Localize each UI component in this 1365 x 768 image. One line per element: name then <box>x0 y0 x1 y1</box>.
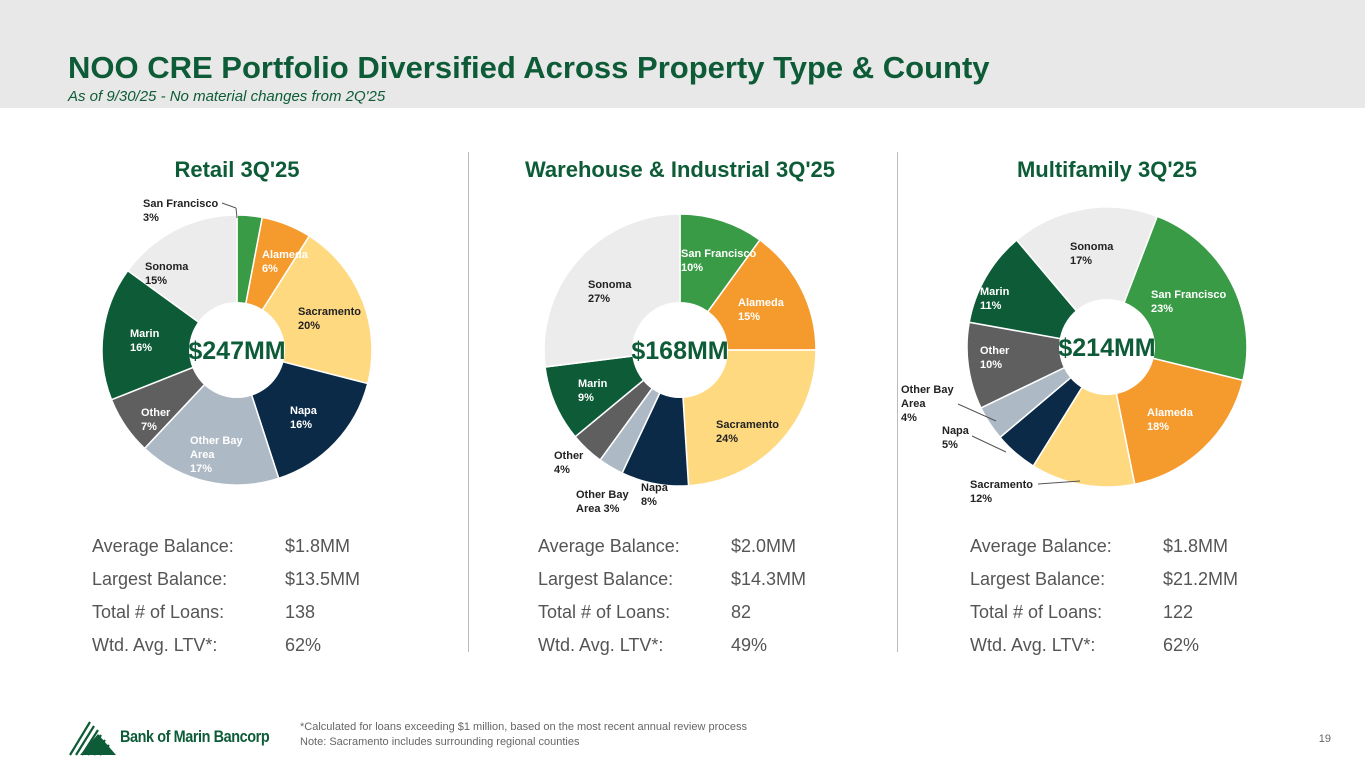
stat-value: 62% <box>285 635 322 655</box>
slice-marin <box>101 269 239 401</box>
donut-hole <box>632 302 728 398</box>
slice-label: Sonoma 27% <box>588 279 632 305</box>
leader-line <box>957 403 997 422</box>
stat-label: Largest Balance: <box>970 569 1106 589</box>
stat-value: $2.0MM <box>731 536 797 556</box>
stat-value: $1.8MM <box>1163 536 1229 556</box>
stats-row: Largest Balance: $14.3MM <box>538 569 806 602</box>
slice-label: Other Bay Area 3% <box>576 489 629 515</box>
slice-label: Sacramento 20% <box>298 306 361 332</box>
stat-value: $21.2MM <box>1163 569 1239 589</box>
slice-label: San Francisco 10% <box>681 248 756 274</box>
slice-label: Sonoma 15% <box>145 261 189 287</box>
slice-sonoma <box>1015 206 1159 349</box>
slice-label: Sacramento 24% <box>716 419 779 445</box>
donut-hole <box>1059 299 1155 395</box>
stat-label: Total # of Loans: <box>538 602 671 622</box>
stat-label: Wtd. Avg. LTV*: <box>970 635 1096 655</box>
slice-label: Other Bay Area 17% <box>190 435 243 475</box>
slice-label: Other 10% <box>980 345 1010 371</box>
slice-alameda <box>1106 345 1244 486</box>
stats-row: Wtd. Avg. LTV*: 62% <box>970 635 1238 668</box>
stats-row: Wtd. Avg. LTV*: 62% <box>92 635 360 668</box>
leader-line <box>221 202 237 209</box>
donut-chart: San Francisco 3% Alameda 6% Sacramento 20% Nap… <box>101 198 373 486</box>
chart-title: Retail 3Q'25 <box>174 157 300 182</box>
logo-text: Bank of Marin Bancorp <box>120 727 270 746</box>
stats-row: Total # of Loans: 138 <box>92 602 360 635</box>
stat-value: $1.8MM <box>285 536 351 556</box>
stats-row: Largest Balance: $13.5MM <box>92 569 360 602</box>
stat-value: 82 <box>731 602 752 622</box>
leader-line <box>235 207 238 219</box>
stats-row: Total # of Loans: 122 <box>970 602 1238 635</box>
center-total-label: $214MM <box>1058 334 1155 362</box>
slice-label: Marin 16% <box>130 328 160 354</box>
mountain-logo-icon <box>69 721 116 756</box>
stat-value: 138 <box>285 602 316 622</box>
leader-line <box>971 435 1007 453</box>
slice-label: San Francisco 3% <box>143 198 218 224</box>
footnote: *Calculated for loans exceeding $1 milli… <box>300 720 747 750</box>
leader-line <box>1037 480 1081 485</box>
stat-label: Average Balance: <box>970 536 1112 556</box>
stat-label: Total # of Loans: <box>970 602 1103 622</box>
stat-label: Largest Balance: <box>92 569 228 589</box>
stats-row: Average Balance: $2.0MM <box>538 536 806 569</box>
stat-label: Wtd. Avg. LTV*: <box>538 635 664 655</box>
stats-row: Average Balance: $1.8MM <box>970 536 1238 569</box>
stat-value: $14.3MM <box>731 569 807 589</box>
page-number: 19 <box>1318 733 1331 745</box>
stat-label: Wtd. Avg. LTV*: <box>92 635 218 655</box>
stat-label: Largest Balance: <box>538 569 674 589</box>
center-total-label: $168MM <box>631 337 728 365</box>
slice-label: Alameda 6% <box>262 249 309 275</box>
slice-label: San Francisco 23% <box>1151 289 1226 315</box>
slice-label: Other Bay Area 4% <box>901 384 954 424</box>
slice-label: Alameda 18% <box>1147 407 1194 433</box>
stat-value: 49% <box>731 635 768 655</box>
header-band <box>0 0 1365 108</box>
slice-label: Marin 9% <box>578 378 608 404</box>
divider <box>468 152 469 652</box>
center-total-label: $247MM <box>188 337 285 365</box>
stats-row: Total # of Loans: 82 <box>538 602 806 635</box>
stat-label: Average Balance: <box>92 536 234 556</box>
stats-row: Average Balance: $1.8MM <box>92 536 360 569</box>
page-title: NOO CRE Portfolio Diversified Across Pro… <box>68 50 990 85</box>
slice-label: Napa 8% <box>641 482 669 508</box>
page-subtitle: As of 9/30/25 - No material changes from… <box>68 88 386 105</box>
donut-chart: San Francisco 10% Alameda 15% Sacramento 24% N… <box>543 213 817 515</box>
slice-sacramento <box>679 349 817 487</box>
slice-label: Sacramento 12% <box>970 479 1033 505</box>
stat-label: Average Balance: <box>538 536 680 556</box>
footnote-sacramento: Note: Sacramento includes surrounding re… <box>300 736 580 748</box>
slice-label: Other 4% <box>554 450 584 476</box>
stats-row: Wtd. Avg. LTV*: 49% <box>538 635 806 668</box>
donut-hole <box>189 302 285 398</box>
stats-row: Largest Balance: $21.2MM <box>970 569 1238 602</box>
stat-value: 62% <box>1163 635 1200 655</box>
slice-label: Alameda 15% <box>738 297 785 323</box>
slice-label: Sonoma 17% <box>1070 241 1114 267</box>
divider <box>897 152 898 652</box>
slice-label: Other 7% <box>141 407 171 433</box>
chart-title: Multifamily 3Q'25 <box>1016 157 1198 182</box>
stats-table: Average Balance: $2.0MM Largest Balance: $1… <box>538 536 806 668</box>
stat-value: $13.5MM <box>285 569 361 589</box>
slice-label: Napa 16% <box>290 405 318 431</box>
bank-logo: Bank of Marin Bancorp <box>68 718 296 756</box>
stats-table: Average Balance: $1.8MM Largest Balance: $2… <box>970 536 1238 668</box>
stats-table: Average Balance: $1.8MM Largest Balance: $1… <box>92 536 360 668</box>
footnote-ltv: *Calculated for loans exceeding $1 milli… <box>300 721 747 733</box>
chart-title: Warehouse & Industrial 3Q'25 <box>524 157 836 182</box>
stat-value: 122 <box>1163 602 1194 622</box>
stat-label: Total # of Loans: <box>92 602 225 622</box>
donut-chart: San Francisco 23% Alameda 18% Sacramento 12% N… <box>901 206 1248 505</box>
slice-label: Napa 5% <box>942 425 970 451</box>
slice-label: Marin 11% <box>980 286 1010 312</box>
